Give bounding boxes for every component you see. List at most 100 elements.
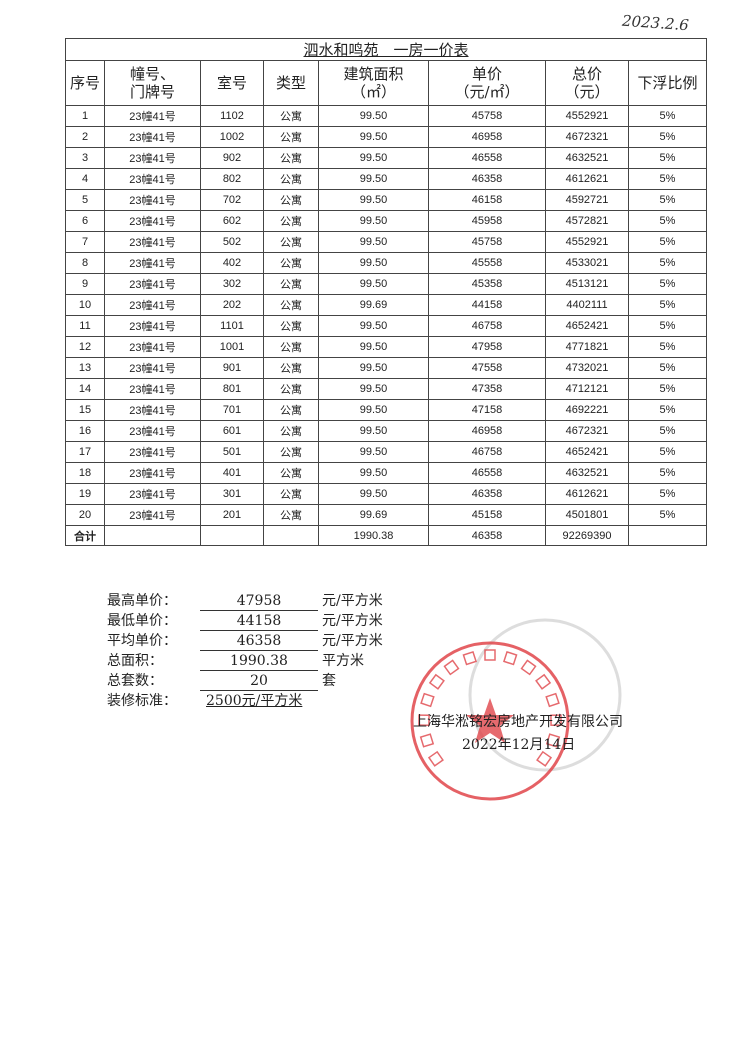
seal-lettering — [418, 649, 562, 767]
table-title-text: 泗水和鸣苑 一房一价表 — [303, 41, 469, 59]
room-cell: 702 — [200, 189, 264, 211]
row-number-cell: 17 — [65, 441, 105, 463]
area-cell: 99.50 — [318, 105, 429, 127]
seal-glyph-mark — [484, 649, 496, 661]
area-cell: 99.50 — [318, 315, 429, 337]
discount-cell: 5% — [627, 189, 708, 211]
summary-label: 总套数： — [107, 673, 163, 689]
unit-price-cell: 46958 — [428, 420, 546, 442]
discount-cell: 5% — [627, 315, 708, 337]
area-cell: 99.50 — [318, 378, 429, 400]
room-cell: 302 — [200, 273, 264, 295]
type-cell: 公寓 — [263, 168, 319, 190]
area-cell: 99.69 — [318, 294, 429, 316]
discount-cell: 5% — [627, 126, 708, 148]
area-cell: 99.50 — [318, 483, 429, 505]
type-cell: 公寓 — [263, 378, 319, 400]
column-header: 总价 （元） — [545, 60, 629, 106]
unit-price-cell: 45558 — [428, 252, 546, 274]
unit-price-cell: 46158 — [428, 189, 546, 211]
row-number-cell: 7 — [65, 231, 105, 253]
type-cell: 公寓 — [263, 126, 319, 148]
discount-cell: 5% — [627, 336, 708, 358]
type-cell: 公寓 — [263, 315, 319, 337]
table-row: 4 23幢41号 802 公寓 99.50 46358 4612621 5% — [65, 168, 708, 190]
handwritten-date: 2023.2.6 — [621, 11, 690, 35]
row-number-cell: 4 — [65, 168, 105, 190]
summary-label: 最高单价： — [107, 593, 177, 609]
total-price-cell: 4513121 — [545, 273, 629, 295]
building-cell: 23幢41号 — [104, 189, 201, 211]
room-cell: 1002 — [200, 126, 264, 148]
seal-glyph-mark — [545, 733, 561, 748]
price-table: 泗水和鸣苑 一房一价表 序号 幢号、 门牌号 室号 类型 建筑面积 （㎡） 单价 （元/㎡… — [64, 38, 708, 546]
row-number-cell: 16 — [65, 420, 105, 442]
row-number-cell: 9 — [65, 273, 105, 295]
unit-price-cell: 46558 — [428, 462, 546, 484]
table-row: 5 23幢41号 702 公寓 99.50 46158 4592721 5% — [65, 189, 708, 211]
type-cell: 公寓 — [263, 210, 319, 232]
row-number-cell: 1 — [65, 105, 105, 127]
summary-label: 最低单价： — [107, 613, 177, 629]
summary-item: 最高单价： 47958 元/平方米 — [107, 591, 383, 611]
seal-glyph-mark — [536, 750, 553, 767]
column-header: 建筑面积 （㎡） — [318, 60, 429, 106]
column-header: 幢号、 门牌号 — [104, 60, 201, 106]
total-price-cell: 4732021 — [545, 357, 629, 379]
table-row: 14 23幢41号 801 公寓 99.50 47358 4712121 5% — [65, 378, 708, 400]
table-row: 3 23幢41号 902 公寓 99.50 46558 4632521 5% — [65, 147, 708, 169]
table-row: 2 23幢41号 1002 公寓 99.50 46958 4672321 5% — [65, 126, 708, 148]
discount-cell: 5% — [627, 504, 708, 526]
total-price-cell: 4692221 — [545, 399, 629, 421]
room-cell: 401 — [200, 462, 264, 484]
seal-glyph-mark — [503, 650, 518, 666]
row-number-cell: 3 — [65, 147, 105, 169]
type-cell: 公寓 — [263, 273, 319, 295]
summary-item: 总套数： 20 套 — [107, 671, 383, 691]
type-cell: 公寓 — [263, 420, 319, 442]
total-price-cell: 4612621 — [545, 168, 629, 190]
summary-item: 最低单价： 44158 元/平方米 — [107, 611, 383, 631]
area-cell: 99.50 — [318, 399, 429, 421]
discount-cell: 5% — [627, 294, 708, 316]
unit-price-cell: 45958 — [428, 210, 546, 232]
table-row: 6 23幢41号 602 公寓 99.50 45958 4572821 5% — [65, 210, 708, 232]
type-cell: 公寓 — [263, 504, 319, 526]
total-price-cell: 4552921 — [545, 231, 629, 253]
row-number-cell: 13 — [65, 357, 105, 379]
unit-price-cell: 47958 — [428, 336, 546, 358]
empty-cell — [200, 525, 264, 546]
summary-value: 44158 — [200, 613, 318, 631]
total-price-cell: 4402111 — [545, 294, 629, 316]
unit-price-cell: 45358 — [428, 273, 546, 295]
room-cell: 901 — [200, 357, 264, 379]
building-cell: 23幢41号 — [104, 420, 201, 442]
table-row: 18 23幢41号 401 公寓 99.50 46558 4632521 5% — [65, 462, 708, 484]
column-header: 序号 — [65, 60, 105, 106]
unit-price-cell: 45758 — [428, 105, 546, 127]
building-cell: 23幢41号 — [104, 273, 201, 295]
unit-price-cell: 46358 — [428, 168, 546, 190]
room-cell: 202 — [200, 294, 264, 316]
discount-cell: 5% — [627, 168, 708, 190]
total-price-cell: 4652421 — [545, 441, 629, 463]
type-cell: 公寓 — [263, 483, 319, 505]
room-cell: 1001 — [200, 336, 264, 358]
building-cell: 23幢41号 — [104, 399, 201, 421]
room-cell: 301 — [200, 483, 264, 505]
unit-price-cell: 46758 — [428, 315, 546, 337]
empty-cell — [263, 525, 319, 546]
table-row: 17 23幢41号 501 公寓 99.50 46758 4652421 5% — [65, 441, 708, 463]
summary-item: 装修标准： 2500元/平方米 — [107, 691, 383, 711]
seal-glyph-mark — [545, 692, 560, 708]
building-cell: 23幢41号 — [104, 294, 201, 316]
room-cell: 601 — [200, 420, 264, 442]
row-number-cell: 20 — [65, 504, 105, 526]
seal-glyph-mark — [419, 733, 435, 748]
type-cell: 公寓 — [263, 252, 319, 274]
discount-cell: 5% — [627, 105, 708, 127]
type-cell: 公寓 — [263, 147, 319, 169]
total-price-cell: 4672321 — [545, 420, 629, 442]
summary-label: 装修标准： — [107, 693, 177, 709]
area-cell: 99.50 — [318, 147, 429, 169]
